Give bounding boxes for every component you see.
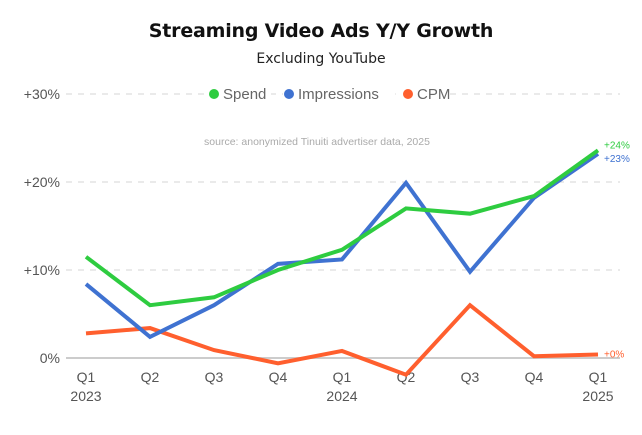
x-tick-label: Q4 <box>525 369 544 385</box>
legend-marker-icon <box>284 89 294 99</box>
x-tick-year-label: 2025 <box>582 388 613 404</box>
legend-item-spend[interactable]: Spend <box>208 86 271 103</box>
end-label-spend: +24% <box>604 140 630 151</box>
legend-marker-icon <box>209 89 219 99</box>
y-axis-ticks: 0% +10% +20% +30% <box>24 86 60 366</box>
legend-item-background <box>283 86 396 102</box>
chart-title: Streaming Video Ads Y/Y Growth <box>148 20 494 42</box>
series-line-spend <box>84 148 600 308</box>
legend: Spend Impressions CPM <box>208 86 450 103</box>
y-tick-label: +10% <box>24 262 60 278</box>
legend-item-background <box>208 86 271 102</box>
x-tick-label: Q1 <box>333 369 352 385</box>
x-tick-label: Q1 <box>77 369 96 385</box>
x-tick-label: Q3 <box>205 369 224 385</box>
end-labels: +24% +23% +0% <box>604 140 630 360</box>
legend-label: Spend <box>223 86 266 103</box>
end-label-impressions: +23% <box>604 154 630 165</box>
chart-subtitle: Excluding YouTube <box>256 51 386 67</box>
legend-item-cpm[interactable]: CPM <box>402 86 450 103</box>
legend-item-impressions[interactable]: Impressions <box>283 86 396 103</box>
gridlines <box>66 93 620 359</box>
y-tick-label: +20% <box>24 174 60 190</box>
x-tick-label: Q2 <box>141 369 160 385</box>
series-line-cpm <box>85 302 599 378</box>
end-label-cpm: +0% <box>604 349 624 360</box>
legend-label: CPM <box>417 86 450 103</box>
x-tick-label: Q4 <box>269 369 288 385</box>
legend-marker-icon <box>403 89 413 99</box>
x-tick-year-label: 2024 <box>326 388 357 404</box>
x-tick-year-label: 2023 <box>70 388 101 404</box>
legend-label: Impressions <box>298 86 379 103</box>
series-line-impressions <box>84 152 600 340</box>
series-lines <box>84 148 600 378</box>
y-tick-label: +30% <box>24 86 60 102</box>
x-tick-label: Q1 <box>589 369 608 385</box>
x-tick-label: Q3 <box>461 369 480 385</box>
source-note: source: anonymized Tinuiti advertiser da… <box>204 136 430 148</box>
legend-item-background <box>402 86 449 102</box>
y-tick-label: 0% <box>40 350 60 366</box>
